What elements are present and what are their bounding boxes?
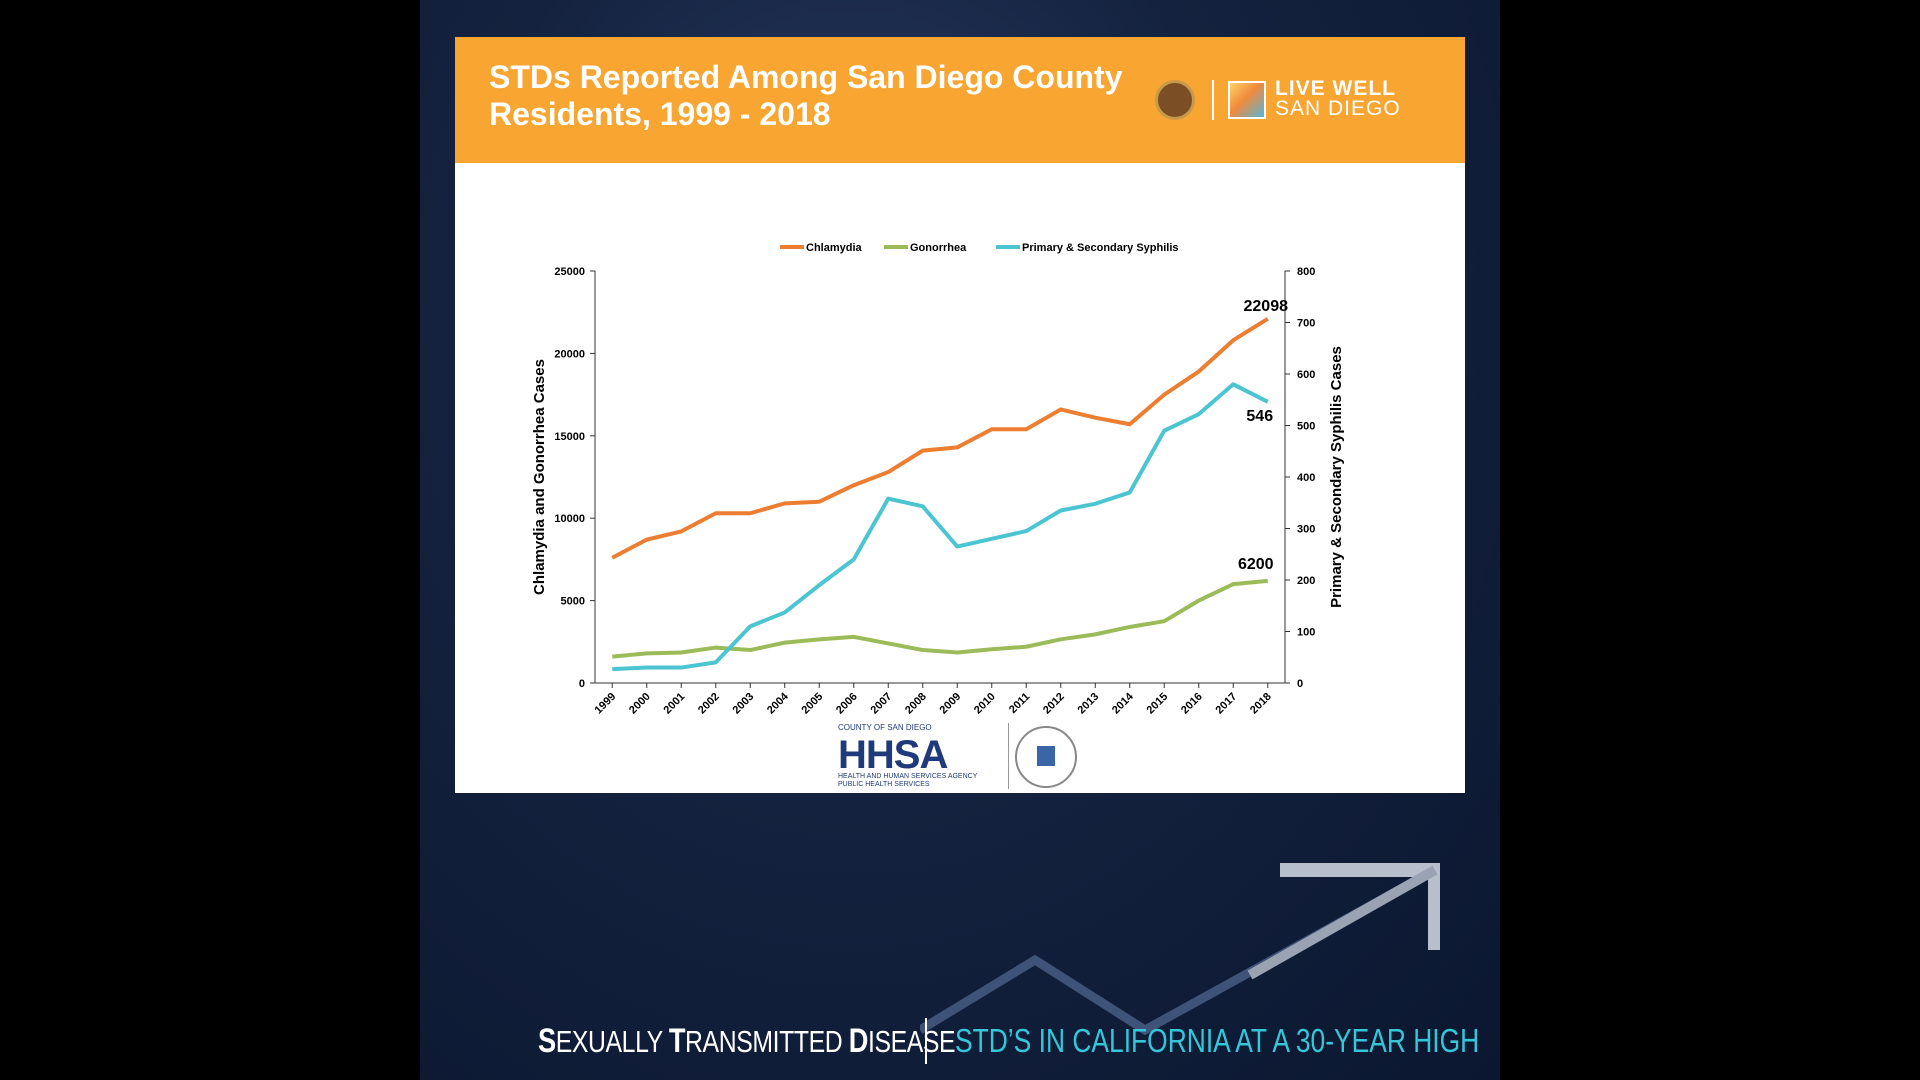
slide-title: STDs Reported Among San Diego County Res… (489, 59, 1189, 133)
y-right-tick-label: 700 (1297, 318, 1315, 330)
x-tick-label: 2017 (1214, 691, 1240, 717)
x-tick-label: 2004 (765, 690, 791, 716)
y-right-tick-label: 0 (1297, 678, 1303, 690)
hhsa-mark: HHSA (838, 733, 948, 777)
trend-arrow-icon (920, 863, 1440, 1036)
tagline-initial-d: D (848, 1022, 869, 1060)
x-tick-label: 2008 (903, 691, 929, 717)
data-label: 22098 (1244, 298, 1289, 315)
slide-header: STDs Reported Among San Diego County Res… (455, 37, 1465, 163)
x-tick-label: 2009 (938, 691, 964, 717)
tagline-part-1: EXUALLY (555, 1024, 669, 1059)
y-left-axis-title: Chlamydia and Gonorrhea Cases (531, 359, 548, 595)
header-divider (1212, 80, 1214, 120)
series-line-chlamydia (611, 317, 1269, 560)
x-tick-label: 2002 (696, 691, 722, 717)
hhsa-county-text: COUNTY OF SAN DIEGO (838, 723, 932, 732)
live-well-brand: LIVE WELL SAN DIEGO (1275, 77, 1401, 120)
x-tick-label: 2018 (1248, 691, 1274, 717)
tagline-left: SEXUALLY TRANSMITTED DISEASE (538, 1022, 956, 1061)
tagline-right: STD’S IN CALIFORNIA AT A 30-YEAR HIGH (955, 1022, 1480, 1059)
brand-line-1: LIVE WELL (1275, 77, 1396, 100)
data-label: 6200 (1238, 556, 1274, 573)
y-left-tick-label: 20000 (554, 348, 585, 360)
brand-line-2: SAN DIEGO (1275, 97, 1401, 120)
legend-label: Primary & Secondary Syphilis (1022, 242, 1179, 254)
y-left-tick-label: 10000 (554, 513, 585, 525)
x-tick-label: 2006 (834, 691, 860, 717)
hhsa-logo: COUNTY OF SAN DIEGO HHSA HEALTH AND HUMA… (838, 723, 1009, 789)
x-tick-label: 2000 (627, 691, 653, 717)
y-right-tick-label: 300 (1297, 524, 1315, 536)
x-tick-label: 2007 (869, 691, 895, 717)
x-tick-label: 2014 (1110, 690, 1136, 716)
x-tick-label: 2001 (662, 691, 688, 717)
x-tick-label: 2013 (1076, 691, 1102, 717)
tagline-initial-s: S (538, 1022, 556, 1060)
y-left-tick-label: 5000 (561, 596, 585, 608)
y-right-tick-label: 100 (1297, 627, 1315, 639)
x-tick-label: 2005 (800, 691, 826, 717)
live-well-logo-icon (1228, 81, 1266, 119)
legend-label: Chlamydia (806, 242, 863, 254)
tagline-part-3: ISEASE (867, 1024, 956, 1059)
series-line-gonorrhea (612, 578, 1268, 659)
std-line-chart: 0 5000 10000 15000 20000 25000 0 100 200 300 400 50… (531, 242, 1345, 717)
y-right-tick-label: 400 (1297, 472, 1315, 484)
hhsa-subtitle: HEALTH AND HUMAN SERVICES AGENCY PUBLIC … (838, 773, 1008, 789)
tagline-bar: SEXUALLY TRANSMITTED DISEASE STD’S IN CA… (420, 1000, 1500, 1080)
y-left-tick-label: 0 (579, 678, 585, 690)
y-right-tick-label: 600 (1297, 369, 1315, 381)
series-line-primary-secondary-syphilis (612, 382, 1269, 672)
y-right-tick-label: 200 (1297, 575, 1315, 587)
title-line-2: Residents, 1999 - 2018 (489, 96, 831, 132)
legend-label: Gonorrhea (910, 242, 967, 254)
slide: STDs Reported Among San Diego County Res… (455, 37, 1465, 793)
x-tick-label: 1999 (593, 691, 619, 717)
x-tick-label: 2016 (1179, 691, 1205, 717)
x-tick-label: 2012 (1041, 691, 1067, 717)
x-tick-label: 2010 (972, 691, 998, 717)
x-tick-label: 2015 (1145, 691, 1171, 717)
y-left-tick-label: 25000 (554, 266, 585, 278)
tagline-divider (925, 1018, 927, 1064)
x-tick-label: 2011 (1007, 691, 1032, 716)
y-right-tick-label: 500 (1297, 421, 1315, 433)
phab-accreditation-seal-icon (1015, 726, 1077, 788)
title-line-1: STDs Reported Among San Diego County (489, 59, 1123, 95)
hhsa-subtitle-1: HEALTH AND HUMAN SERVICES AGENCY (838, 773, 978, 780)
y-right-tick-label: 800 (1297, 266, 1315, 278)
hhsa-subtitle-2: PUBLIC HEALTH SERVICES (838, 781, 930, 788)
x-tick-label: 2003 (731, 691, 757, 717)
y-left-tick-label: 15000 (554, 431, 585, 443)
tagline-part-2: RANSMITTED (685, 1024, 849, 1059)
tagline-initial-t: T (668, 1022, 686, 1060)
data-label: 546 (1246, 408, 1273, 425)
y-right-axis-title: Primary & Secondary Syphilis Cases (1328, 346, 1345, 608)
county-seal-icon (1155, 80, 1195, 120)
